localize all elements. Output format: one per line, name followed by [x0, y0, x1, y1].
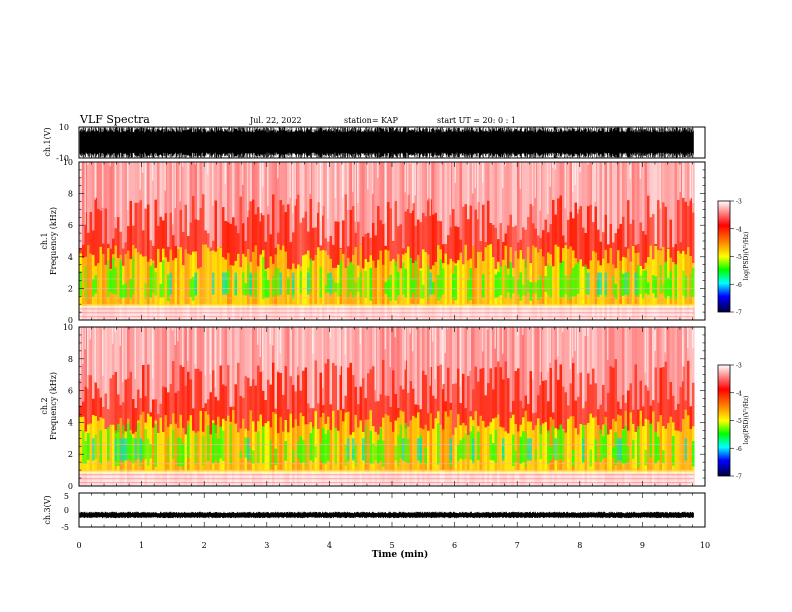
ch2-colorbar — [717, 364, 731, 477]
ch2-spectrogram-image — [79, 327, 695, 486]
ch2-colorbar-label: log(PSD)(V²/Hz) — [743, 396, 750, 445]
colorbar-tick-label: -3 — [736, 199, 742, 206]
ch3-waveform-ylabel: ch.3(V) — [43, 495, 52, 524]
ch2-spectrogram-xticks — [78, 327, 706, 486]
ch2-spectrogram-ylabel-frequency: Frequency (kHz) — [49, 372, 58, 440]
station-label: station= KAP — [344, 116, 399, 125]
ch1-spectrogram-image — [79, 162, 695, 320]
colorbar-tick-label: -6 — [736, 282, 742, 289]
time-tick-label: 3 — [264, 541, 269, 550]
ch1-colorbar-ticks: -3 -4 -5 -6 -7 — [730, 199, 742, 317]
colorbar-tick-label: -7 — [736, 474, 742, 481]
ch1-waveform-trace — [79, 127, 694, 158]
colorbar-tick-label: -6 — [736, 446, 742, 453]
frequency-tick-label: 0 — [68, 482, 73, 491]
frequency-tick-label: 8 — [68, 355, 73, 364]
time-tick-label: 2 — [202, 541, 207, 550]
ch3-waveform-trace — [79, 511, 694, 519]
ch2-colorbar-ticks: -3 -4 -5 -6 -7 — [730, 363, 742, 481]
frequency-tick-label: 2 — [68, 450, 73, 459]
ch1-colorbar-label: log(PSD)(V²/Hz) — [743, 232, 750, 281]
frequency-tick-label: 0 — [68, 316, 73, 325]
colorbar-tick-label: -4 — [736, 390, 742, 397]
ch3-waveform-frame — [78, 492, 706, 528]
ch1-waveform-xticks — [78, 127, 706, 158]
ch3-ytick-mid: 0 — [64, 506, 69, 515]
start-time-label: start UT = 20: 0 : 1 — [437, 116, 516, 125]
ch3-ytick-top: 5 — [64, 492, 69, 501]
colorbar-tick-label: -3 — [736, 363, 742, 370]
ch1-spectrogram-yticks: 0 2 4 6 8 10 — [63, 158, 705, 325]
colorbar-tick-label: -7 — [736, 310, 742, 317]
ch1-spectrogram-ylabel-frequency: Frequency (kHz) — [49, 207, 58, 275]
frequency-tick-label: 10 — [63, 158, 73, 167]
time-tick-label: 7 — [515, 541, 520, 550]
time-tick-label: 5 — [389, 541, 394, 550]
ch1-ytick-bottom: -10 — [56, 154, 69, 163]
time-tick-label: 4 — [327, 541, 332, 550]
time-tick-label: 10 — [700, 541, 710, 550]
time-axis-tick-labels: 0 1 2 3 4 5 6 7 8 9 10 — [76, 541, 710, 550]
time-tick-label: 9 — [640, 541, 645, 550]
date-label: Jul. 22, 2022 — [249, 116, 302, 125]
ch1-waveform-panel: 10 -10 ch.1(V) — [43, 123, 706, 163]
ch1-spectrogram-ylabel-channel: ch.1 — [40, 232, 49, 249]
time-tick-label: 0 — [76, 541, 81, 550]
time-tick-label: 8 — [577, 541, 582, 550]
ch3-ytick-bottom: -5 — [61, 523, 69, 532]
figure-title: VLF Spectra — [79, 113, 150, 126]
frequency-tick-label: 6 — [68, 221, 73, 230]
ch1-waveform-ylabel: ch.1(V) — [43, 127, 52, 156]
ch3-waveform-panel: 5 0 -5 ch.3(V) 0 1 2 3 4 5 6 7 8 9 10 Time (min) — [43, 492, 710, 560]
ch2-spectrogram-yticks: 0 2 4 6 8 10 — [63, 323, 705, 491]
frequency-tick-label: 2 — [68, 284, 73, 293]
ch3-waveform-xticks — [78, 493, 706, 527]
ch1-spectrogram-xticks — [78, 162, 706, 320]
frequency-tick-label: 10 — [63, 323, 73, 332]
colorbar-tick-label: -4 — [736, 226, 742, 233]
time-tick-label: 6 — [452, 541, 457, 550]
time-axis-label: Time (min) — [372, 549, 429, 560]
ch2-spectrogram-ylabel-channel: ch.2 — [40, 397, 49, 414]
colorbar-tick-label: -5 — [736, 254, 742, 261]
ch1-colorbar — [717, 200, 731, 313]
frequency-tick-label: 6 — [68, 387, 73, 396]
time-tick-label: 1 — [139, 541, 144, 550]
colorbar-tick-label: -5 — [736, 418, 742, 425]
frequency-tick-label: 4 — [68, 418, 73, 427]
frequency-tick-label: 4 — [68, 253, 73, 262]
ch1-ytick-top: 10 — [59, 123, 69, 132]
frequency-tick-label: 8 — [68, 190, 73, 199]
